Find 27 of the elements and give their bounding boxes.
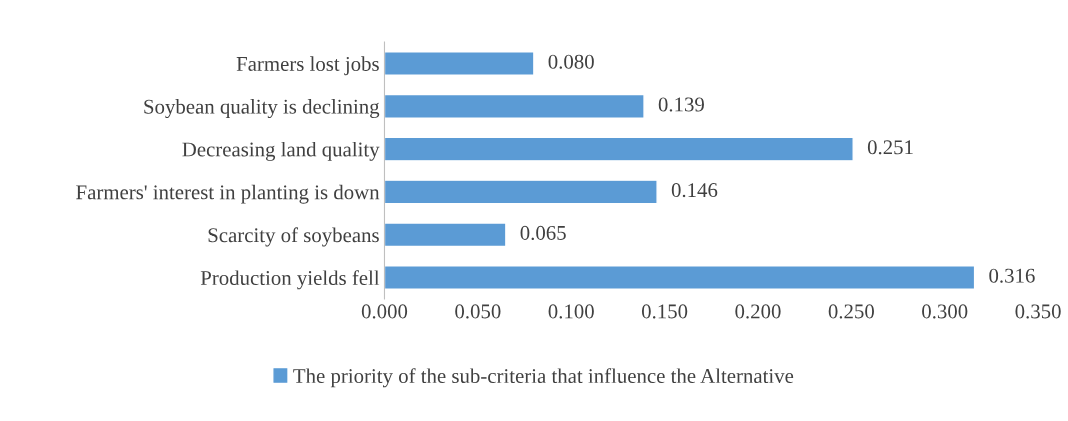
x-tick-label: 0.200 [735, 304, 781, 319]
data-label: 0.146 [671, 183, 718, 198]
y-tick-label: Production yields fell [200, 270, 380, 290]
x-tick-label: 0.050 [455, 304, 501, 319]
data-label: 0.139 [658, 97, 704, 112]
bar [384, 136, 854, 162]
x-tick-label: 0.150 [641, 304, 688, 319]
y-tick-label: Scarcity of soybeans [208, 227, 379, 247]
bar [384, 222, 507, 248]
bar [384, 179, 658, 205]
bar [384, 51, 535, 76]
data-label: 0.251 [867, 140, 913, 155]
y-tick-label: Farmers lost jobs [236, 56, 379, 76]
data-label: 0.316 [989, 268, 1035, 283]
x-tick-label: 0.300 [922, 304, 968, 319]
x-tick-label: 0.250 [828, 304, 874, 319]
data-label: 0.065 [520, 225, 566, 241]
x-tick-label: 0.000 [361, 304, 408, 319]
bar [384, 265, 976, 290]
y-tick-label: Farmers' interest in planting is down [76, 184, 380, 204]
data-label: 0.080 [548, 54, 594, 69]
y-tick-label: Decreasing land quality [182, 141, 380, 161]
bar [384, 93, 645, 119]
y-tick-label: Soybean quality is declining [144, 99, 380, 119]
legend-label: The priority of the sub-criteria that influence the Alternative [293, 368, 794, 388]
x-tick-label: 0.350 [1015, 304, 1061, 319]
x-tick-label: 0.100 [548, 304, 594, 319]
